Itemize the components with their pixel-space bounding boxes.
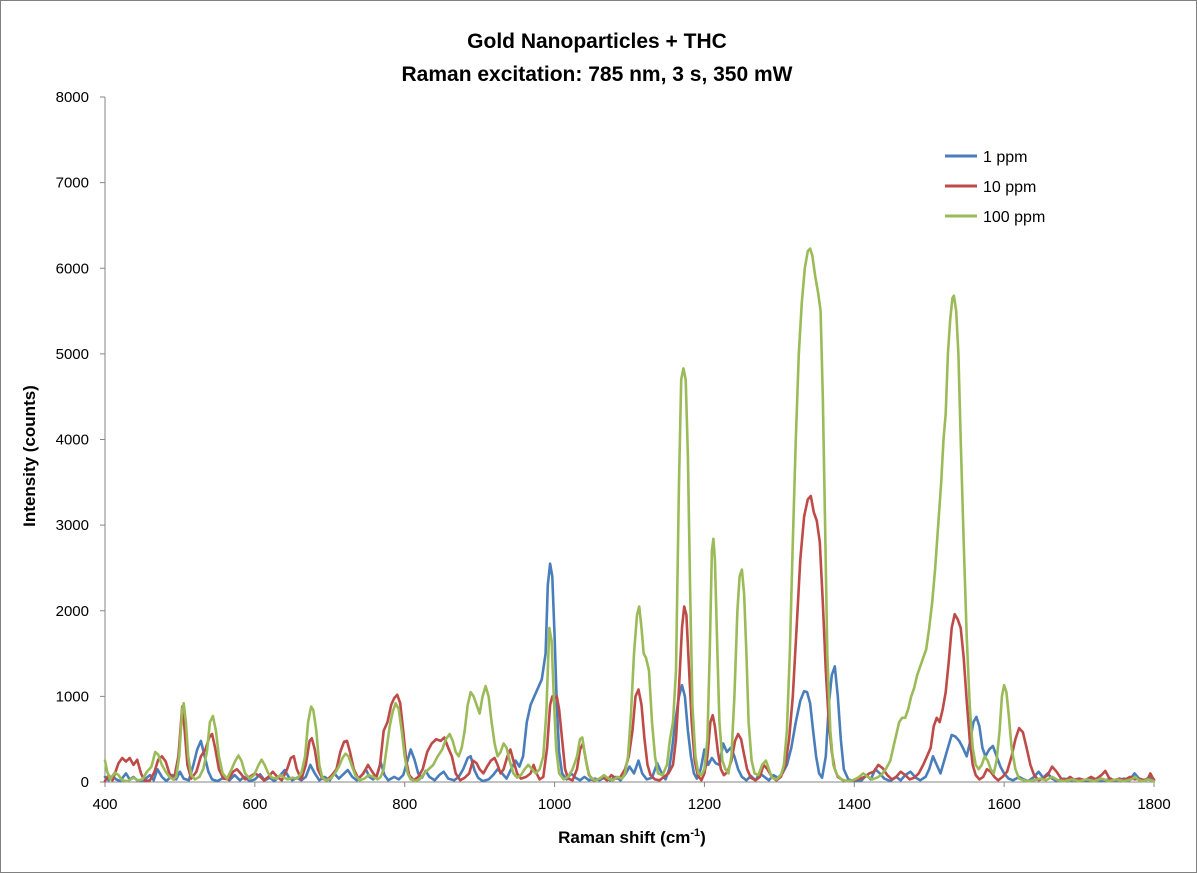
plot-series-group xyxy=(103,247,1156,783)
x-axis: 400 600 800 1000 1200 1400 1600 1800 xyxy=(92,781,1171,813)
y-tick-label: 3000 xyxy=(56,517,89,534)
y-tick-label: 4000 xyxy=(56,432,89,449)
y-tick-label: 2000 xyxy=(56,603,89,620)
y-axis-title: Intensity (counts) xyxy=(20,385,39,527)
x-tick-group: 400 600 800 1000 1200 1400 1600 1800 xyxy=(92,782,1171,813)
y-tick-label: 8000 xyxy=(56,89,89,106)
x-tick-label: 1200 xyxy=(688,796,721,813)
x-tick-label: 800 xyxy=(392,796,417,813)
legend-item-100-ppm: 100 ppm xyxy=(945,209,1045,226)
legend-label-10-ppm: 10 ppm xyxy=(983,179,1036,196)
legend-label-100-ppm: 100 ppm xyxy=(983,209,1045,226)
y-tick-label: 5000 xyxy=(56,346,89,363)
x-tick-label: 1800 xyxy=(1137,796,1170,813)
x-tick-label: 600 xyxy=(242,796,267,813)
x-axis-title-superscript: -1 xyxy=(690,827,700,839)
y-tick-label: 6000 xyxy=(56,260,89,277)
y-tick-label: 7000 xyxy=(56,175,89,192)
y-tick-label: 1000 xyxy=(56,688,89,705)
y-tick-label: 0 xyxy=(81,774,89,791)
legend: 1 ppm 10 ppm 100 ppm xyxy=(945,149,1045,226)
x-tick-label: 1000 xyxy=(538,796,571,813)
y-tick-group: 0 1000 2000 3000 4000 5000 6000 7000 8000 xyxy=(56,89,105,791)
series-line-100-ppm xyxy=(103,247,1156,783)
x-axis-title: Raman shift (cm-1) xyxy=(558,827,706,847)
series-line-10-ppm xyxy=(103,494,1156,783)
legend-label-1-ppm: 1 ppm xyxy=(983,149,1027,166)
x-tick-label: 1400 xyxy=(838,796,871,813)
y-axis: 0 1000 2000 3000 4000 5000 6000 7000 8000 xyxy=(56,89,106,791)
x-tick-label: 400 xyxy=(92,796,117,813)
x-axis-title-main: Raman shift (cm xyxy=(558,828,690,847)
x-axis-title-end: ) xyxy=(700,828,706,847)
chart-subtitle: Raman excitation: 785 nm, 3 s, 350 mW xyxy=(402,63,793,86)
legend-item-1-ppm: 1 ppm xyxy=(945,149,1027,166)
legend-item-10-ppm: 10 ppm xyxy=(945,179,1036,196)
x-tick-label: 1600 xyxy=(987,796,1020,813)
chart-title: Gold Nanoparticles + THC xyxy=(467,30,727,53)
